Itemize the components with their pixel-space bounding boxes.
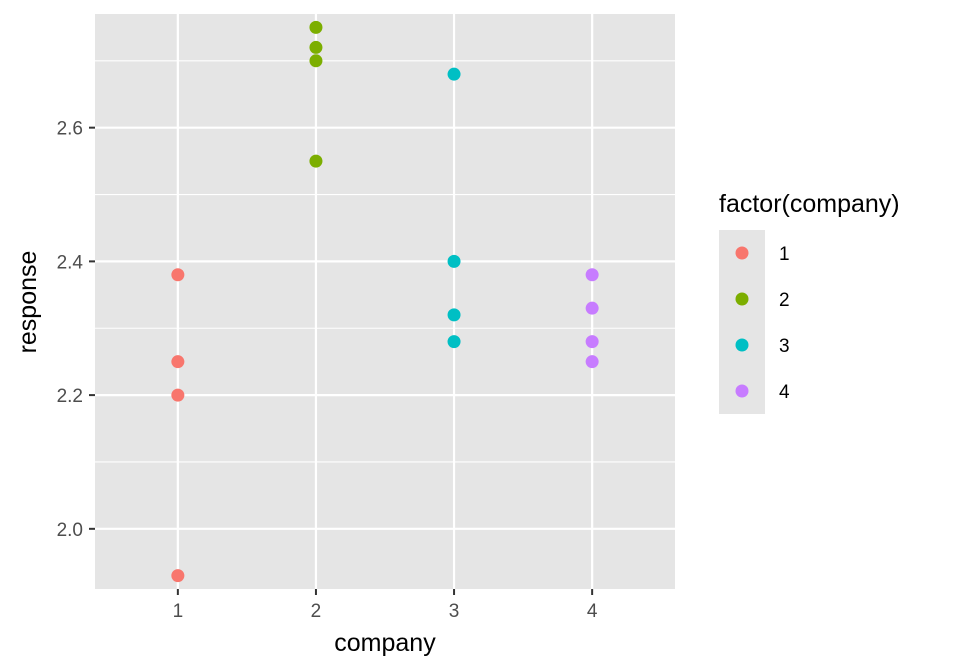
legend-key-background [719, 230, 765, 414]
x-tick-label: 2 [311, 601, 322, 622]
x-tick-label: 3 [449, 601, 460, 622]
x-tick-label: 4 [587, 601, 598, 622]
data-point [171, 355, 185, 369]
x-axis-title: company [334, 629, 436, 657]
x-axis: 1 2 3 4 [173, 589, 598, 622]
data-point [309, 40, 323, 54]
data-point [585, 301, 599, 315]
legend-key-4 [735, 384, 749, 398]
y-tick-label: 2.0 [57, 520, 83, 541]
y-tick-label: 2.4 [57, 252, 84, 273]
y-tick-label: 2.6 [57, 119, 83, 140]
legend-label: 2 [779, 290, 790, 311]
data-point [309, 54, 323, 68]
y-tick-label: 2.2 [57, 386, 83, 407]
x-tick-label: 1 [173, 601, 184, 622]
data-point [171, 569, 185, 583]
legend-label: 4 [779, 382, 790, 403]
data-point [447, 335, 461, 349]
data-point [585, 335, 599, 349]
data-point [309, 20, 323, 34]
legend-label: 3 [779, 336, 790, 357]
y-axis: 2.0 2.2 2.4 2.6 [57, 119, 95, 541]
legend-title: factor(company) [719, 190, 900, 218]
legend-key-3 [735, 338, 749, 352]
legend-key-2 [735, 292, 749, 306]
data-point [309, 154, 323, 168]
data-point [447, 308, 461, 322]
minor-gridlines [95, 60, 675, 463]
data-point [171, 268, 185, 282]
data-point [171, 388, 185, 402]
plot-panel [95, 14, 675, 589]
data-point [585, 268, 599, 282]
legend-label: 1 [779, 244, 790, 265]
legend: factor(company) 1 2 3 4 [719, 190, 900, 414]
y-axis-title: response [14, 251, 42, 354]
data-points [171, 20, 599, 583]
data-point [447, 67, 461, 81]
major-gridlines [95, 14, 675, 589]
data-point [585, 355, 599, 369]
legend-key-1 [735, 246, 749, 260]
data-point [447, 254, 461, 268]
